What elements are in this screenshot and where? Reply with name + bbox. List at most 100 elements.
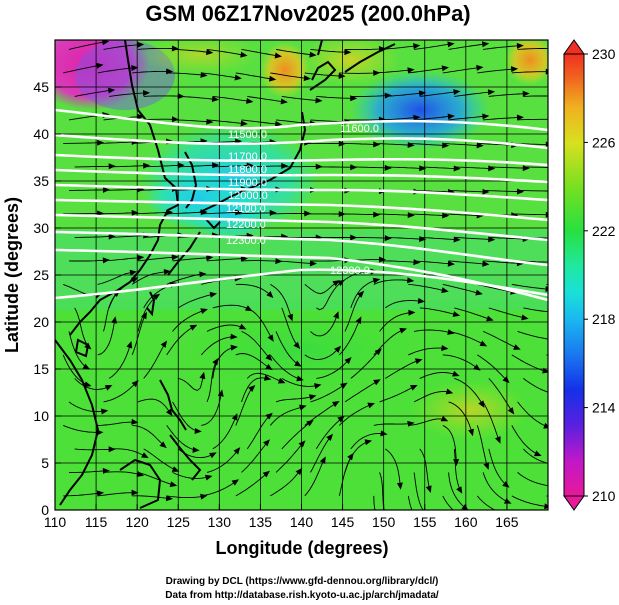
- streamline: [206, 361, 217, 403]
- wind-arrowhead: [344, 357, 352, 365]
- wind-arrowhead: [277, 377, 286, 384]
- contour-label: 12200.0: [226, 219, 266, 231]
- wind-arrowhead: [262, 470, 271, 478]
- wind-arrowhead: [136, 471, 145, 477]
- wind-arrowhead: [413, 43, 421, 50]
- wind-arrowhead: [592, 446, 599, 453]
- streamline: [477, 354, 508, 381]
- wind-arrowhead: [476, 142, 484, 149]
- streamline: [166, 326, 194, 356]
- wind-arrowhead: [414, 358, 423, 365]
- wind-arrowhead: [502, 376, 510, 384]
- wind-arrowhead: [417, 297, 426, 304]
- streamline: [132, 211, 170, 215]
- colorbar-tick-label: 226: [592, 134, 616, 150]
- wind-arrowhead: [516, 114, 524, 121]
- wind-arrowhead: [102, 467, 110, 474]
- streamline: [270, 72, 307, 79]
- wind-arrowhead: [557, 235, 564, 241]
- streamline: [241, 48, 279, 57]
- streamline: [304, 459, 325, 497]
- streamline: [310, 48, 348, 53]
- streamline: [419, 307, 457, 316]
- wind-arrowhead: [557, 310, 564, 316]
- wind-arrowhead: [266, 291, 274, 299]
- wind-arrowhead: [554, 391, 562, 398]
- wind-arrowhead: [160, 340, 168, 348]
- streamline: [241, 441, 268, 473]
- wind-arrowhead: [267, 334, 274, 342]
- wind-arrowhead: [510, 66, 519, 73]
- streamline: [275, 119, 313, 124]
- wind-arrowhead: [552, 259, 559, 265]
- wind-arrowhead: [129, 269, 137, 276]
- wind-arrowhead: [396, 482, 403, 490]
- height-contours: [55, 108, 548, 302]
- wind-arrowhead: [461, 504, 469, 510]
- coastline-hokkaido: [309, 60, 337, 91]
- wind-arrowhead: [592, 164, 599, 170]
- streamline: [304, 348, 339, 360]
- streamline: [63, 142, 101, 144]
- contour-labels: 11500.0 11700.0 11900.0 12100.0 12300.0 …: [226, 123, 379, 277]
- wind-arrowhead: [468, 428, 474, 437]
- streamline: [477, 68, 515, 74]
- wind-arrowhead: [141, 311, 147, 320]
- streamline: [350, 279, 377, 309]
- streamline: [74, 165, 112, 168]
- streamline: [483, 45, 520, 50]
- streamline: [419, 372, 457, 379]
- contour-line: [55, 168, 548, 184]
- wind-arrowhead: [280, 98, 288, 105]
- wind-arrowhead: [246, 162, 254, 169]
- streamline: [442, 354, 478, 369]
- wind-arrowhead: [248, 385, 256, 393]
- wind-arrowhead: [373, 379, 381, 386]
- streamline: [414, 189, 452, 193]
- wind-arrowhead: [309, 260, 317, 267]
- wind-arrowhead: [516, 188, 525, 195]
- coastline-hainan: [74, 338, 90, 358]
- streamline: [74, 378, 109, 390]
- coastline-luzon: [159, 379, 187, 431]
- wind-arrowhead: [367, 402, 375, 409]
- streamline: [419, 236, 457, 241]
- wind-arrowhead: [545, 68, 548, 75]
- y-tick-label: 5: [41, 455, 49, 471]
- streamline: [206, 324, 244, 332]
- streamline: [482, 472, 509, 503]
- streamline: [132, 70, 170, 74]
- streamline: [212, 304, 250, 310]
- streamline: [235, 387, 253, 426]
- streamline: [69, 189, 106, 191]
- streamline: [241, 330, 270, 359]
- streamline: [269, 354, 301, 380]
- colorbar-gradient: [563, 53, 585, 497]
- streamline: [316, 95, 354, 99]
- streamline: [419, 91, 457, 97]
- streamline: [241, 119, 279, 125]
- streamline: [379, 260, 417, 263]
- wind-arrowhead: [452, 370, 460, 377]
- streamline: [523, 166, 548, 168]
- y-tick-label: 30: [33, 220, 49, 236]
- wind-arrowhead: [206, 254, 214, 261]
- streamline: [201, 211, 239, 215]
- streamline: [350, 350, 380, 379]
- streamline: [74, 89, 112, 97]
- contour-label: 12100.0: [226, 203, 266, 215]
- wind-arrowhead: [211, 96, 220, 103]
- y-tick-label: 0: [41, 502, 49, 518]
- contour-label: 11700.0: [228, 151, 267, 163]
- wind-arrowhead: [549, 483, 557, 490]
- wind-arrowhead: [425, 485, 432, 493]
- wind-arrowhead: [319, 456, 326, 465]
- wind-arrowhead: [521, 314, 529, 321]
- wind-arrowhead: [212, 357, 219, 366]
- wind-arrowhead: [171, 466, 180, 472]
- streamline: [166, 72, 204, 76]
- coastline-philippines-south: [169, 434, 202, 481]
- streamline: [137, 398, 171, 414]
- wind-arrowhead: [557, 165, 564, 171]
- wind-arrowhead: [268, 75, 277, 82]
